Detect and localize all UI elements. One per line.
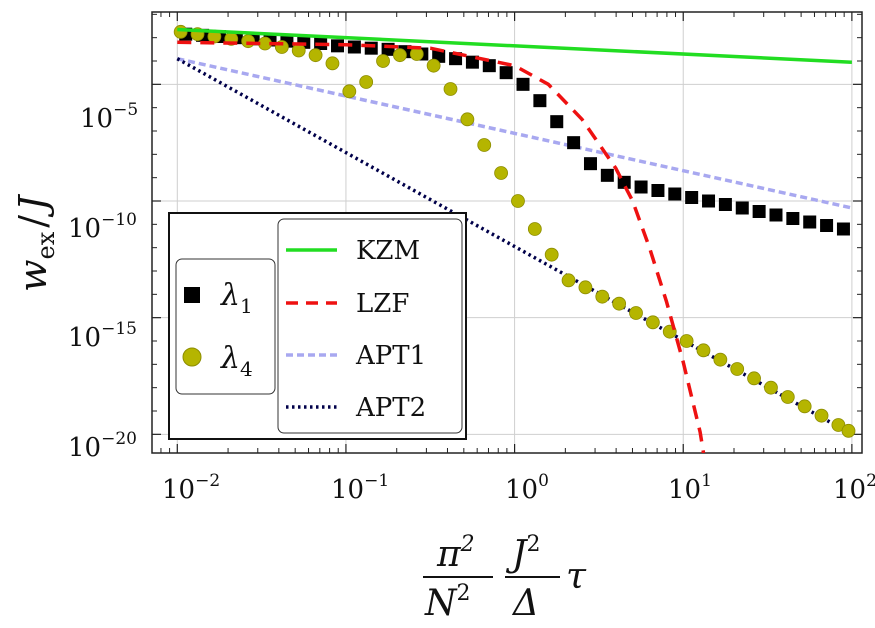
point-lambda4 — [173, 24, 188, 39]
x-label-N: N2 — [424, 581, 471, 624]
point-lambda4 — [679, 334, 694, 348]
x-label-delta: Δ — [511, 583, 539, 624]
point-lambda4 — [477, 138, 492, 152]
point-lambda1 — [533, 94, 547, 108]
y-axis-label: wex/J — [11, 194, 60, 292]
point-lambda4 — [578, 280, 593, 295]
point-lambda1 — [836, 222, 850, 236]
point-lambda1 — [685, 191, 699, 204]
point-lambda4 — [544, 247, 559, 262]
point-lambda1 — [820, 219, 834, 232]
point-lambda1 — [769, 208, 783, 222]
point-lambda4 — [595, 289, 610, 304]
point-lambda4 — [460, 112, 475, 127]
point-lambda4 — [645, 315, 660, 330]
series-line-apt1 — [176, 56, 853, 210]
tick-marks — [152, 12, 862, 453]
point-lambda1 — [583, 157, 597, 171]
point-lambda1 — [617, 175, 631, 189]
point-lambda1 — [364, 41, 378, 55]
series-line-kzm — [177, 27, 852, 64]
legend-marker-lambda1 — [184, 287, 200, 303]
x-tick-label-1: 10−1 — [331, 471, 389, 505]
legend-label-lzf: LZF — [356, 289, 409, 319]
point-lambda4 — [494, 166, 508, 180]
point-lambda1 — [331, 39, 345, 53]
x-tick-label-4: 102 — [833, 471, 875, 505]
point-lambda4 — [797, 399, 812, 414]
point-lambda1 — [668, 187, 682, 201]
point-lambda4 — [747, 371, 761, 386]
point-lambda4 — [359, 75, 374, 89]
point-lambda4 — [814, 408, 829, 423]
point-lambda1 — [752, 205, 766, 218]
point-lambda1 — [786, 212, 800, 225]
legend-label-apt2: APT2 — [355, 393, 426, 423]
x-label-pi: π2 — [436, 532, 475, 575]
point-lambda4 — [696, 343, 711, 358]
point-lambda4 — [241, 34, 256, 49]
y-tick-label-3: 10−20 — [68, 429, 137, 463]
x-tick-label-2: 100 — [505, 471, 549, 505]
point-lambda4 — [511, 194, 525, 208]
legend-marker-lambda4 — [182, 347, 202, 367]
point-lambda1 — [499, 66, 513, 80]
point-lambda4 — [393, 48, 407, 63]
y-tick-labels: 10−5 10−10 10−15 10−20 — [68, 100, 138, 463]
x-tick-label-0: 10−2 — [162, 471, 220, 505]
point-lambda4 — [841, 423, 856, 438]
point-lambda4 — [561, 273, 576, 288]
point-lambda4 — [426, 58, 441, 73]
point-lambda1 — [634, 180, 648, 194]
point-lambda4 — [713, 352, 728, 367]
point-lambda4 — [308, 48, 323, 63]
point-lambda1 — [550, 115, 564, 129]
point-lambda1 — [651, 184, 665, 197]
legend-label-lambda1: λ1 — [220, 278, 253, 318]
point-lambda4 — [291, 43, 306, 58]
point-lambda1 — [803, 215, 817, 229]
legend-label-apt1: APT1 — [355, 341, 426, 371]
point-lambda1 — [347, 40, 361, 54]
point-lambda4 — [730, 362, 745, 376]
y-tick-label-0: 10−5 — [80, 100, 138, 134]
point-lambda4 — [527, 222, 542, 236]
point-lambda4 — [325, 56, 340, 71]
series-layer — [173, 24, 856, 453]
legend-label-kzm: KZM — [356, 236, 420, 266]
x-tick-label-3: 101 — [668, 471, 712, 505]
legend: λ1 λ4 KZM LZF APT1 APT2 — [168, 212, 467, 440]
x-label-tau: τ — [566, 556, 587, 597]
series-clip-group — [173, 24, 856, 453]
point-lambda1 — [702, 194, 716, 208]
point-lambda4 — [764, 380, 778, 395]
point-lambda4 — [629, 306, 643, 320]
point-lambda4 — [409, 47, 424, 61]
legend-lines-box — [277, 218, 463, 434]
point-lambda4 — [342, 84, 357, 99]
series-line-lzf — [177, 40, 706, 453]
x-tick-labels: 10−2 10−1 100 101 102 — [162, 471, 875, 505]
point-lambda1 — [735, 201, 749, 215]
point-lambda4 — [443, 82, 458, 96]
y-tick-label-2: 10−15 — [68, 319, 137, 353]
point-lambda1 — [516, 77, 530, 91]
point-lambda4 — [376, 54, 390, 68]
point-lambda1 — [600, 168, 614, 182]
point-lambda1 — [718, 198, 732, 211]
point-lambda1 — [567, 136, 581, 150]
point-lambda4 — [780, 390, 795, 404]
legend-label-lambda4: λ4 — [220, 341, 253, 381]
svg-text:wex/J: wex/J — [11, 194, 60, 292]
y-tick-label-1: 10−10 — [68, 210, 137, 244]
point-lambda4 — [612, 296, 627, 311]
point-lambda1 — [482, 59, 496, 73]
